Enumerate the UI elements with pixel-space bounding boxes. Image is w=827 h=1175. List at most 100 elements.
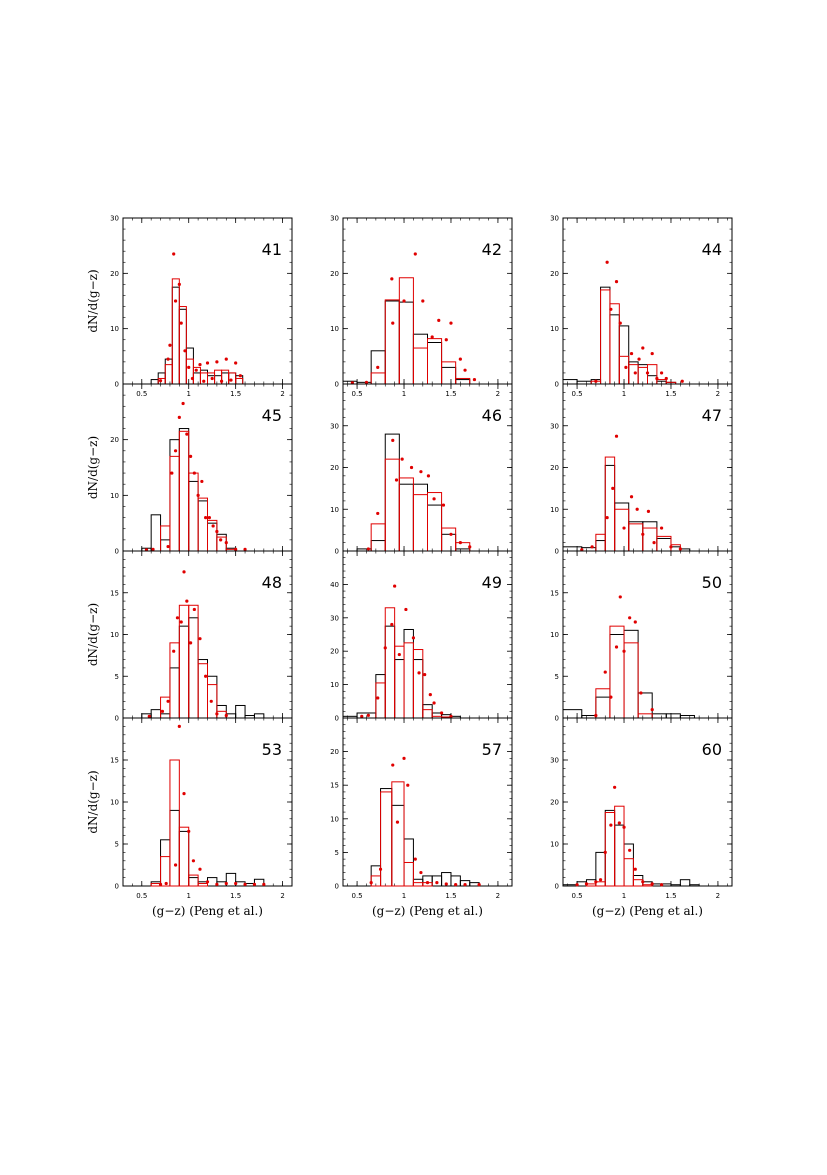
- red-data-point: [437, 318, 441, 322]
- red-data-point: [609, 823, 613, 827]
- y-tick-label: 10: [330, 815, 339, 823]
- black-histogram-bar: [585, 879, 597, 887]
- red-data-point: [166, 544, 170, 549]
- y-tick-label: 30: [550, 215, 559, 223]
- y-tick-label: 5: [115, 673, 119, 681]
- red-data-point: [383, 646, 387, 650]
- black-histogram-bar: [679, 879, 691, 887]
- y-tick-label: 5: [335, 849, 339, 857]
- red-histogram-bar: [171, 278, 180, 385]
- red-data-point: [472, 377, 477, 382]
- red-data-point: [463, 368, 467, 372]
- red-data-point: [400, 457, 404, 461]
- y-tick-label: 20: [330, 270, 339, 278]
- black-histogram-bar: [656, 537, 672, 552]
- y-tick-label: 30: [550, 422, 559, 430]
- red-data-point: [425, 881, 430, 885]
- red-histogram-bar: [614, 508, 630, 552]
- black-histogram-bar: [604, 809, 616, 887]
- black-histogram-bar: [632, 875, 644, 887]
- red-data-point: [680, 379, 684, 383]
- y-tick-label: 20: [330, 648, 339, 656]
- red-data-point: [664, 376, 668, 381]
- y-tick-label: 15: [110, 757, 119, 765]
- red-data-point: [252, 882, 257, 886]
- panel-label: 47: [702, 406, 722, 425]
- red-data-point: [204, 516, 208, 520]
- y-tick-label: 10: [550, 631, 559, 639]
- red-data-point: [618, 595, 622, 599]
- red-data-point: [190, 376, 195, 381]
- red-data-point: [629, 351, 634, 356]
- y-tick-label: 10: [330, 506, 339, 514]
- black-histogram-bar: [595, 540, 606, 552]
- red-histogram-bar: [637, 713, 653, 719]
- red-data-point: [194, 368, 198, 372]
- red-data-point: [594, 379, 598, 383]
- red-histogram-bar: [609, 303, 620, 385]
- black-histogram-bar: [178, 428, 190, 552]
- red-data-point: [376, 511, 380, 516]
- panel-label: 53: [262, 740, 282, 759]
- red-data-point: [172, 252, 176, 256]
- y-tick-label: 30: [330, 215, 339, 223]
- red-data-point: [187, 365, 191, 369]
- red-data-point: [183, 349, 187, 353]
- red-data-point: [205, 880, 210, 884]
- y-tick-label: 20: [550, 799, 559, 807]
- black-histogram-bar: [431, 875, 443, 887]
- x-tick-label: 2: [280, 390, 284, 398]
- black-histogram-bar: [623, 629, 639, 719]
- red-data-point: [413, 252, 417, 256]
- x-tick-label: 1: [622, 390, 626, 398]
- black-histogram-bar: [595, 696, 611, 719]
- red-data-point: [189, 454, 193, 458]
- red-data-point: [158, 882, 163, 886]
- red-data-point: [458, 541, 462, 545]
- y-tick-label: 0: [555, 381, 559, 389]
- red-data-point: [468, 545, 472, 549]
- black-histogram-bar: [150, 379, 159, 385]
- black-histogram-bar: [562, 884, 578, 887]
- y-tick-label: 0: [335, 381, 339, 389]
- red-histogram-bar: [185, 358, 194, 385]
- red-data-point: [166, 357, 170, 361]
- red-histogram-bar: [178, 306, 187, 385]
- red-data-point: [378, 867, 383, 871]
- black-histogram-bar: [614, 502, 630, 552]
- red-data-point: [652, 541, 656, 545]
- red-data-point: [211, 524, 215, 528]
- red-histogram-bar: [391, 781, 405, 887]
- red-histogram-bar: [412, 882, 424, 887]
- red-data-point: [262, 882, 266, 886]
- red-data-point: [390, 622, 394, 627]
- black-histogram-bar: [412, 659, 424, 719]
- red-data-point: [234, 547, 238, 551]
- panel-label: 44: [702, 240, 722, 259]
- red-data-point: [219, 538, 223, 542]
- red-data-point: [655, 376, 659, 381]
- black-histogram-bar: [214, 375, 223, 385]
- x-tick-label: 0.5: [352, 892, 363, 900]
- red-data-point: [179, 620, 183, 624]
- red-histogram-bar: [188, 472, 199, 552]
- black-histogram-bar: [188, 877, 199, 887]
- black-histogram-bar: [178, 308, 187, 385]
- red-histogram-bar: [216, 710, 227, 719]
- black-histogram-bar: [600, 286, 611, 385]
- red-data-point: [449, 714, 453, 718]
- x-tick-label: 1.5: [445, 390, 456, 398]
- panel-48: 0 5 10 15 48 dN/d(g−z): [86, 550, 293, 723]
- red-data-point: [168, 343, 172, 347]
- red-data-point: [393, 584, 397, 588]
- black-histogram-bar: [380, 788, 393, 887]
- black-histogram-bar: [188, 617, 199, 719]
- black-histogram-bar: [235, 375, 244, 385]
- red-data-point: [177, 724, 181, 729]
- y-tick-label: 30: [550, 757, 559, 765]
- black-histogram-bar: [384, 433, 400, 552]
- red-data-point: [639, 691, 643, 695]
- red-data-point: [633, 867, 637, 871]
- red-data-point: [477, 883, 481, 887]
- red-data-point: [618, 321, 622, 325]
